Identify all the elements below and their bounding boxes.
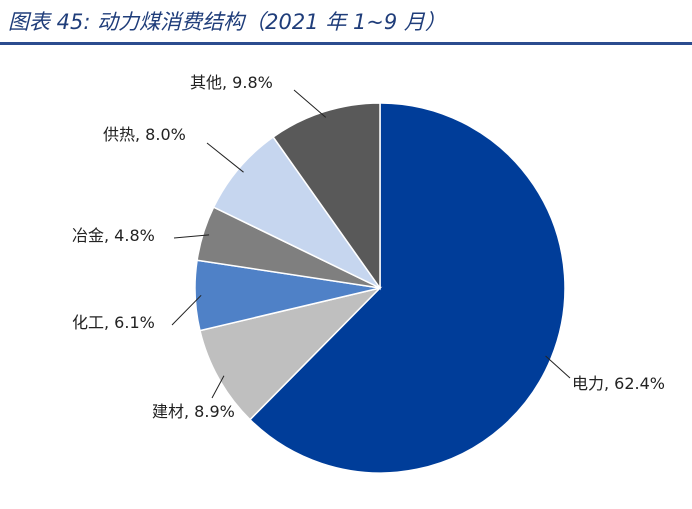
data-label-3: 化工, 6.1% [72, 313, 155, 332]
data-label-4: 冶金, 4.8% [72, 226, 155, 245]
chart-title: 图表 45: 动力煤消费结构（2021 年 1~9 月） [8, 10, 446, 34]
leader-line-1 [545, 355, 571, 379]
data-label-2: 建材, 8.9% [152, 402, 235, 421]
leader-line-3 [171, 294, 202, 326]
leader-line-6 [293, 89, 327, 118]
data-label-6: 其他, 9.8% [190, 73, 273, 92]
leader-line-5 [206, 142, 244, 173]
pie-slice-6 [272, 102, 381, 291]
leader-line-4 [173, 234, 210, 239]
title-divider [0, 42, 692, 45]
pie-slice-2 [199, 286, 383, 421]
data-label-5: 供热, 8.0% [103, 125, 186, 144]
pie-slice-1 [248, 102, 566, 474]
data-label-1: 电力, 62.4% [572, 374, 665, 393]
leader-line-2 [211, 375, 225, 399]
